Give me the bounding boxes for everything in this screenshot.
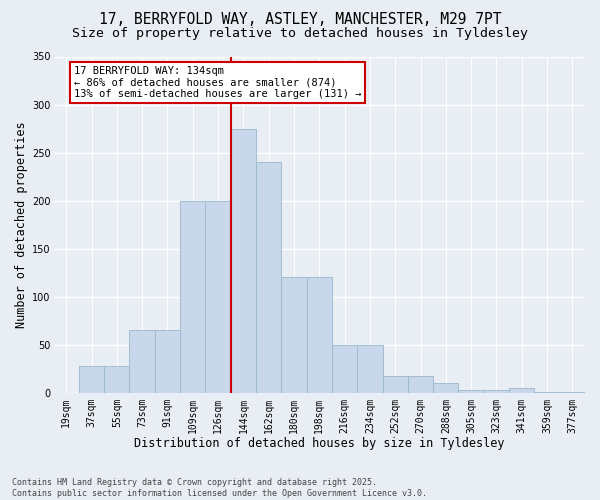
- Bar: [509, 388, 535, 392]
- Bar: [104, 366, 130, 392]
- X-axis label: Distribution of detached houses by size in Tyldesley: Distribution of detached houses by size …: [134, 437, 505, 450]
- Y-axis label: Number of detached properties: Number of detached properties: [15, 122, 28, 328]
- Bar: [484, 390, 509, 392]
- Text: Contains HM Land Registry data © Crown copyright and database right 2025.
Contai: Contains HM Land Registry data © Crown c…: [12, 478, 427, 498]
- Bar: [79, 366, 104, 392]
- Text: 17 BERRYFOLD WAY: 134sqm
← 86% of detached houses are smaller (874)
13% of semi-: 17 BERRYFOLD WAY: 134sqm ← 86% of detach…: [74, 66, 361, 100]
- Bar: [256, 162, 281, 392]
- Bar: [357, 344, 383, 393]
- Bar: [383, 376, 408, 392]
- Bar: [180, 200, 205, 392]
- Bar: [408, 376, 433, 392]
- Bar: [332, 344, 357, 393]
- Bar: [433, 383, 458, 392]
- Bar: [205, 200, 231, 392]
- Text: Size of property relative to detached houses in Tyldesley: Size of property relative to detached ho…: [72, 28, 528, 40]
- Bar: [130, 330, 155, 392]
- Bar: [231, 128, 256, 392]
- Bar: [458, 390, 484, 392]
- Bar: [281, 278, 307, 392]
- Text: 17, BERRYFOLD WAY, ASTLEY, MANCHESTER, M29 7PT: 17, BERRYFOLD WAY, ASTLEY, MANCHESTER, M…: [99, 12, 501, 28]
- Bar: [307, 278, 332, 392]
- Bar: [155, 330, 180, 392]
